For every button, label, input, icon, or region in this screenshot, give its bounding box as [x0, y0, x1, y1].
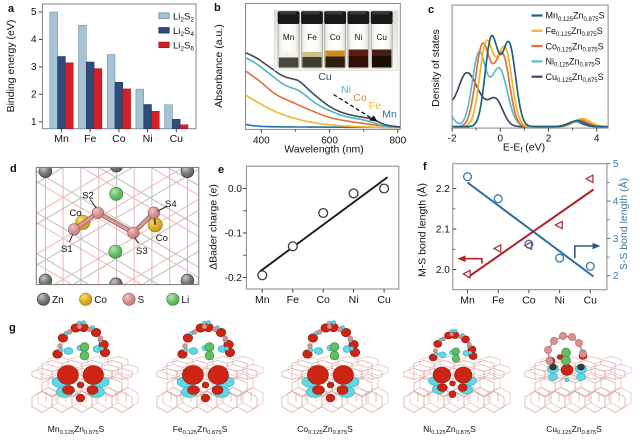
- svg-text:S4: S4: [165, 199, 177, 210]
- svg-text:Mn0.125Zn0.875S: Mn0.125Zn0.875S: [48, 424, 105, 436]
- svg-text:Ni: Ni: [143, 133, 153, 145]
- svg-text:2: 2: [613, 271, 619, 282]
- svg-text:Cu: Cu: [377, 294, 391, 306]
- svg-text:b: b: [214, 2, 221, 14]
- svg-text:Co: Co: [522, 295, 536, 307]
- svg-text:Absorbance (a.u.): Absorbance (a.u.): [213, 24, 225, 107]
- svg-text:4: 4: [613, 197, 619, 208]
- svg-text:Cu0.125Zn0.875S: Cu0.125Zn0.875S: [546, 72, 604, 84]
- svg-text:Cu: Cu: [584, 295, 598, 307]
- svg-text:Fe: Fe: [369, 100, 381, 112]
- svg-text:Co0.125Zn0.875S: Co0.125Zn0.875S: [546, 41, 604, 53]
- svg-text:Mn: Mn: [54, 133, 69, 145]
- svg-text:Co: Co: [330, 33, 341, 42]
- svg-text:Co: Co: [94, 295, 107, 306]
- svg-text:0.0: 0.0: [228, 184, 242, 195]
- svg-text:Co: Co: [316, 294, 330, 306]
- svg-text:Mn: Mn: [382, 109, 397, 121]
- svg-text:-2: -2: [448, 134, 457, 145]
- svg-text:Co: Co: [156, 233, 168, 244]
- svg-text:1: 1: [31, 117, 37, 128]
- svg-text:Mn: Mn: [283, 33, 295, 42]
- svg-text:e: e: [218, 164, 224, 176]
- svg-text:Fe: Fe: [84, 133, 96, 145]
- svg-text:Fe: Fe: [287, 294, 299, 306]
- svg-text:Binding energy (eV): Binding energy (eV): [5, 20, 17, 113]
- svg-text:600: 600: [321, 135, 338, 146]
- svg-text:Ni: Ni: [349, 294, 359, 306]
- svg-text:Li2S2: Li2S2: [173, 11, 194, 23]
- svg-text:Fe: Fe: [492, 295, 504, 307]
- svg-text:E-Ef (eV): E-Ef (eV): [503, 142, 545, 155]
- svg-text:Cu0.125Zn0.875S: Cu0.125Zn0.875S: [546, 424, 602, 436]
- svg-text:Li2S6: Li2S6: [173, 41, 194, 53]
- svg-text:Wavelength (nm): Wavelength (nm): [284, 144, 364, 156]
- svg-text:4: 4: [594, 134, 600, 145]
- svg-text:5: 5: [31, 7, 37, 18]
- svg-text:-0.2: -0.2: [225, 273, 243, 284]
- svg-text:2.2: 2.2: [436, 184, 450, 195]
- svg-text:Mn: Mn: [255, 294, 270, 306]
- svg-text:Mn: Mn: [460, 295, 475, 307]
- svg-text:Co: Co: [112, 133, 126, 145]
- svg-text:S3: S3: [136, 246, 148, 257]
- svg-text:3: 3: [31, 62, 37, 73]
- svg-text:Li2S4: Li2S4: [173, 26, 194, 38]
- svg-text:Fe0.125Zn0.875S: Fe0.125Zn0.875S: [546, 26, 603, 38]
- svg-text:a: a: [8, 3, 15, 15]
- svg-text:Fe: Fe: [307, 33, 317, 42]
- svg-text:Cu: Cu: [170, 133, 184, 145]
- svg-text:Ni: Ni: [555, 295, 565, 307]
- svg-text:4: 4: [31, 35, 37, 46]
- svg-text:Ni0.125Zn0.875S: Ni0.125Zn0.875S: [423, 424, 476, 436]
- svg-text:S: S: [138, 295, 145, 306]
- svg-text:Co: Co: [69, 208, 81, 219]
- svg-text:Density of states: Density of states: [430, 29, 442, 107]
- svg-text:Cu: Cu: [376, 33, 387, 42]
- svg-text:Zn: Zn: [52, 295, 64, 306]
- svg-text:ΔBader charge (e): ΔBader charge (e): [208, 184, 220, 270]
- svg-text:S1: S1: [61, 244, 73, 255]
- svg-text:S2: S2: [82, 191, 94, 202]
- svg-text:3: 3: [613, 234, 619, 245]
- svg-text:800: 800: [389, 135, 406, 146]
- svg-text:d: d: [10, 163, 17, 175]
- svg-text:-0.1: -0.1: [225, 228, 243, 239]
- svg-text:Co0.125Zn0.875S: Co0.125Zn0.875S: [297, 424, 353, 436]
- svg-text:Ni0.125Zn0.875S: Ni0.125Zn0.875S: [546, 57, 601, 69]
- svg-text:Li: Li: [181, 295, 189, 306]
- svg-text:Co: Co: [353, 92, 367, 104]
- svg-text:Fe0.125Zn0.875S: Fe0.125Zn0.875S: [173, 424, 228, 436]
- svg-text:Ni: Ni: [341, 84, 351, 96]
- svg-text:g: g: [9, 322, 16, 334]
- svg-text:5: 5: [613, 159, 619, 170]
- svg-text:S-S bond length (Å): S-S bond length (Å): [617, 178, 630, 270]
- svg-text:c: c: [428, 4, 434, 16]
- svg-text:M-S bond length (Å): M-S bond length (Å): [416, 183, 429, 277]
- svg-text:Mn0.125Zn0.875S: Mn0.125Zn0.875S: [546, 11, 605, 23]
- svg-text:2.1: 2.1: [436, 224, 450, 235]
- svg-text:400: 400: [253, 135, 270, 146]
- svg-text:2: 2: [31, 90, 37, 101]
- svg-text:0: 0: [498, 134, 504, 145]
- svg-text:Cu: Cu: [318, 71, 332, 83]
- svg-text:Ni: Ni: [355, 33, 363, 42]
- svg-text:2: 2: [546, 134, 552, 145]
- svg-text:2.0: 2.0: [436, 265, 450, 276]
- svg-text:f: f: [423, 161, 427, 173]
